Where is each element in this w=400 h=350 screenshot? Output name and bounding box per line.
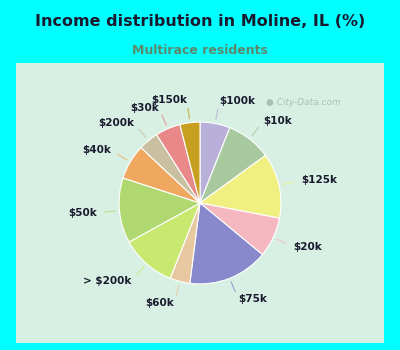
Text: $150k: $150k (151, 95, 187, 105)
Wedge shape (200, 155, 281, 218)
Text: $20k: $20k (294, 242, 322, 252)
Wedge shape (190, 203, 262, 284)
Text: $40k: $40k (82, 145, 111, 155)
Text: $10k: $10k (264, 116, 292, 126)
Wedge shape (200, 128, 266, 203)
Text: $75k: $75k (238, 294, 267, 304)
Wedge shape (200, 203, 280, 254)
Wedge shape (157, 125, 200, 203)
Wedge shape (180, 122, 200, 203)
Text: $125k: $125k (301, 175, 337, 186)
Wedge shape (200, 122, 230, 203)
Wedge shape (141, 135, 200, 203)
Wedge shape (170, 203, 200, 283)
Wedge shape (123, 148, 200, 203)
Wedge shape (119, 178, 200, 242)
Text: $50k: $50k (68, 208, 97, 218)
Text: $100k: $100k (220, 96, 256, 106)
Text: > $200k: > $200k (83, 276, 132, 286)
FancyBboxPatch shape (9, 57, 391, 349)
Text: $60k: $60k (146, 298, 174, 308)
Text: ● City-Data.com: ● City-Data.com (266, 98, 340, 107)
Text: $30k: $30k (130, 103, 159, 113)
Wedge shape (129, 203, 200, 278)
Text: Income distribution in Moline, IL (%): Income distribution in Moline, IL (%) (35, 14, 365, 29)
Text: $200k: $200k (98, 118, 134, 128)
Text: Multirace residents: Multirace residents (132, 44, 268, 57)
